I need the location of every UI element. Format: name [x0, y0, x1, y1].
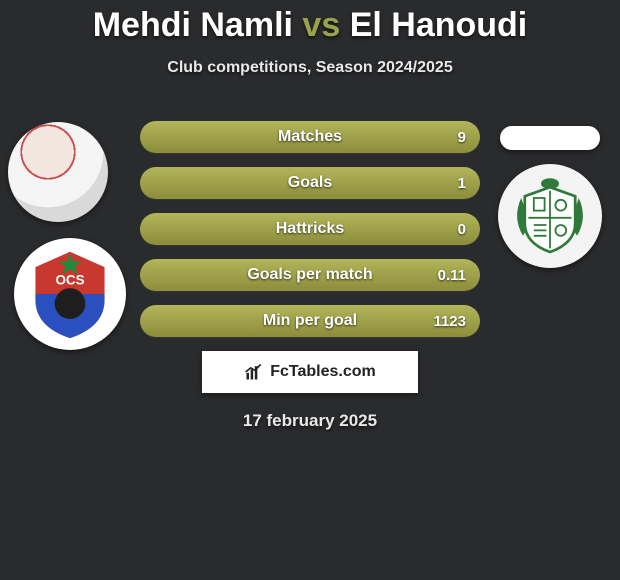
date-text: 17 february 2025 — [0, 411, 620, 431]
stat-value-right: 9 — [458, 121, 466, 153]
stat-row-min-per-goal: Min per goal 1123 — [140, 305, 480, 337]
stat-row-goals: Goals 1 — [140, 167, 480, 199]
player1-name: Mehdi Namli — [93, 6, 293, 44]
stat-row-matches: Matches 9 — [140, 121, 480, 153]
subtitle: Club competitions, Season 2024/2025 — [0, 59, 620, 77]
vs-text: vs — [302, 6, 340, 44]
chart-icon — [244, 362, 264, 382]
player2-club-crest — [498, 164, 602, 268]
player1-avatar — [8, 122, 108, 222]
stat-label: Min per goal — [140, 305, 480, 337]
page-title: Mehdi Namli vs El Hanoudi — [0, 0, 620, 45]
stat-value-right: 0.11 — [438, 259, 466, 291]
svg-text:OCS: OCS — [55, 272, 84, 287]
player2-avatar-placeholder — [500, 126, 600, 150]
branding-badge[interactable]: FcTables.com — [202, 351, 418, 393]
player2-name: El Hanoudi — [350, 6, 528, 44]
shield-icon: OCS — [22, 246, 118, 342]
stat-row-goals-per-match: Goals per match 0.11 — [140, 259, 480, 291]
stat-value-right: 1 — [458, 167, 466, 199]
shield-icon — [505, 171, 595, 261]
stat-label: Matches — [140, 121, 480, 153]
stat-row-hattricks: Hattricks 0 — [140, 213, 480, 245]
stat-value-right: 1123 — [433, 305, 466, 337]
branding-text: FcTables.com — [270, 363, 376, 381]
stat-label: Hattricks — [140, 213, 480, 245]
stat-label: Goals — [140, 167, 480, 199]
stat-label: Goals per match — [140, 259, 480, 291]
player1-club-crest: OCS — [14, 238, 126, 350]
stat-value-right: 0 — [458, 213, 466, 245]
